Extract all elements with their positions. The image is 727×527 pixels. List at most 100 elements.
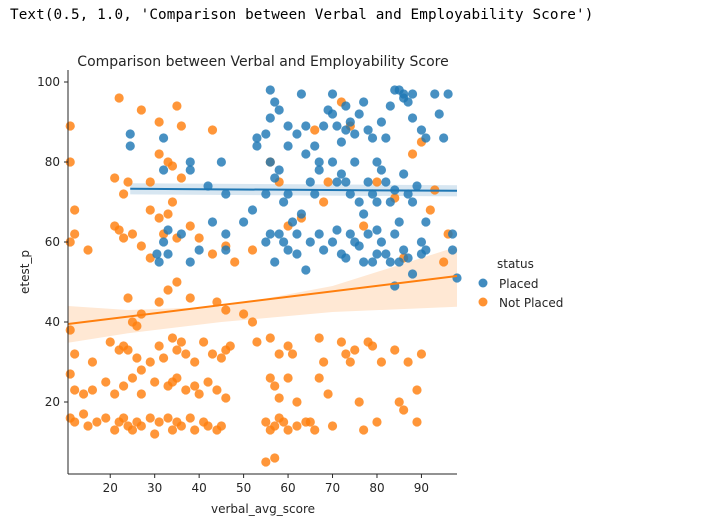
point-placed-37 (274, 165, 284, 175)
point-not-placed-36 (123, 293, 133, 303)
x-tick-label-50: 50 (236, 481, 251, 495)
point-placed-26 (274, 105, 284, 115)
point-placed-41 (296, 209, 306, 219)
point-placed-60 (336, 137, 347, 147)
point-placed-119 (390, 229, 400, 239)
point-placed-72 (341, 177, 351, 187)
point-placed-112 (407, 197, 418, 207)
point-placed-88 (359, 257, 369, 267)
point-not-placed-122 (261, 417, 271, 427)
point-placed-89 (363, 229, 373, 239)
point-not-placed-87 (194, 389, 204, 399)
point-not-placed-95 (292, 397, 302, 407)
point-placed-5 (185, 165, 195, 175)
point-not-placed-10 (176, 121, 186, 131)
point-not-placed-61 (172, 345, 182, 355)
point-placed-77 (363, 177, 373, 187)
point-not-placed-140 (350, 345, 360, 355)
point-not-placed-150 (403, 357, 413, 367)
point-not-placed-59 (158, 353, 169, 363)
chart-title: Comparison between Verbal and Employabil… (77, 54, 448, 70)
point-not-placed-32 (185, 221, 195, 231)
point-placed-71 (336, 169, 347, 179)
legend-title: status (497, 257, 534, 271)
point-not-placed-90 (221, 393, 231, 403)
point-not-placed-27 (127, 229, 138, 239)
point-not-placed-41 (163, 285, 173, 295)
point-not-placed-34 (207, 249, 218, 259)
y-tick-label-40: 40 (45, 315, 60, 329)
point-not-placed-23 (163, 209, 173, 219)
point-placed-118 (385, 257, 395, 267)
point-placed-78 (367, 189, 378, 199)
point-not-placed-109 (145, 413, 155, 423)
point-placed-28 (283, 141, 293, 151)
regression-line-placed (130, 187, 458, 192)
point-placed-65 (354, 109, 364, 119)
point-not-placed-77 (110, 389, 120, 399)
point-placed-25 (265, 85, 275, 95)
point-not-placed-169 (407, 149, 418, 159)
point-not-placed-97 (70, 417, 80, 427)
legend-marker-placed (478, 278, 488, 288)
point-not-placed-154 (247, 245, 258, 255)
point-placed-74 (350, 157, 360, 167)
legend-label-not-placed: Not Placed (499, 296, 563, 310)
point-not-placed-47 (247, 317, 258, 327)
point-not-placed-128 (292, 421, 302, 431)
point-placed-45 (314, 165, 324, 175)
x-tick-label-20: 20 (103, 481, 118, 495)
point-not-placed-142 (359, 425, 369, 435)
point-placed-115 (421, 217, 431, 227)
point-not-placed-106 (127, 425, 138, 435)
point-not-placed-84 (172, 373, 182, 383)
point-not-placed-127 (283, 425, 293, 435)
point-not-placed-119 (203, 421, 213, 431)
point-placed-81 (327, 237, 338, 247)
series-placed (125, 85, 462, 291)
point-not-placed-111 (154, 417, 164, 427)
point-placed-31 (301, 121, 311, 131)
point-placed-13 (158, 237, 169, 247)
point-placed-132 (447, 229, 458, 239)
point-placed-15 (163, 249, 173, 259)
point-placed-69 (327, 157, 338, 167)
point-placed-4 (185, 157, 195, 167)
point-not-placed-25 (114, 225, 124, 235)
point-placed-122 (403, 253, 413, 263)
point-not-placed-177 (287, 349, 298, 359)
point-not-placed-85 (181, 385, 191, 395)
point-not-placed-15 (145, 177, 155, 187)
point-not-placed-147 (390, 345, 400, 355)
point-not-placed-175 (252, 337, 262, 347)
point-placed-11 (152, 249, 162, 259)
point-not-placed-136 (327, 421, 338, 431)
point-placed-67 (363, 125, 373, 135)
point-placed-14 (163, 225, 173, 235)
point-placed-136 (323, 105, 333, 115)
point-not-placed-166 (372, 177, 382, 187)
point-not-placed-112 (163, 413, 173, 423)
y-tick-label-60: 60 (45, 235, 60, 249)
point-not-placed-160 (310, 125, 320, 135)
point-not-placed-57 (145, 357, 155, 367)
point-placed-9 (252, 141, 262, 151)
point-not-placed-38 (132, 321, 142, 331)
point-not-placed-145 (372, 417, 382, 427)
point-placed-47 (265, 229, 275, 239)
point-not-placed-121 (216, 421, 226, 431)
point-not-placed-173 (439, 257, 449, 267)
point-not-placed-75 (87, 385, 98, 395)
point-not-placed-165 (359, 221, 369, 231)
point-not-placed-179 (319, 357, 329, 367)
point-placed-10 (252, 133, 262, 143)
point-placed-42 (305, 177, 315, 187)
point-placed-19 (207, 217, 218, 227)
point-not-placed-161 (319, 197, 329, 207)
point-not-placed-51 (105, 337, 115, 347)
point-not-placed-116 (185, 413, 195, 423)
point-not-placed-89 (212, 385, 222, 395)
point-placed-3 (158, 165, 169, 175)
point-placed-8 (221, 189, 231, 199)
point-not-placed-3 (70, 229, 80, 239)
